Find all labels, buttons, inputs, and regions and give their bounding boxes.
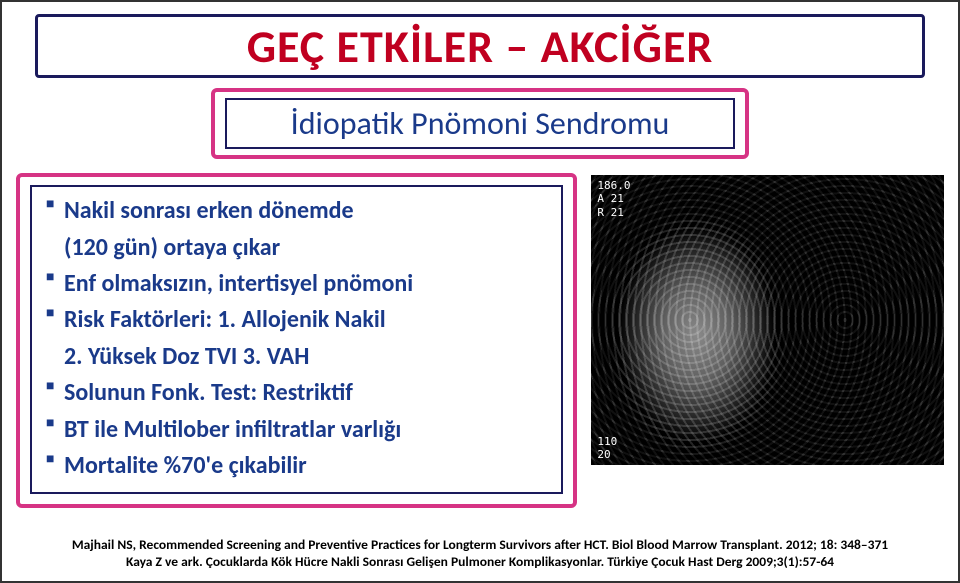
slide-title: GEÇ ETKİLER – AKCİĞER [48, 23, 913, 71]
subtitle-box: İdiopatik Pnömoni Sendromu [211, 88, 749, 159]
list-item: Enf olmaksızın, intertisyel pnömoni [46, 268, 551, 300]
ct-overlay-top-left: 186.0 A 21 R 21 [597, 179, 630, 219]
slide: GEÇ ETKİLER – AKCİĞER İdiopatik Pnömoni … [0, 0, 960, 583]
list-item: Mortalite %70'e çıkabilir [46, 450, 551, 482]
subtitle-text: İdiopatik Pnömoni Sendromu [291, 104, 670, 143]
ct-overlay-bottom-left: 110 20 [597, 435, 617, 461]
references: Majhail NS, Recommended Screening and Pr… [16, 537, 944, 571]
list-item: Nakil sonrası erken dönemde [46, 195, 551, 227]
ct-scan-graphic [591, 175, 944, 465]
list-item: Risk Faktörleri: 1. Allojenik Nakil [46, 304, 551, 336]
bullet-list: Nakil sonrası erken dönemde (120 gün) or… [46, 195, 551, 482]
list-item: Solunun Fonk. Test: Restriktif [46, 377, 551, 409]
list-item: (120 gün) ortaya çıkar [46, 232, 551, 264]
ct-scan-image: 186.0 A 21 R 21 110 20 [591, 175, 944, 465]
subtitle-inner: İdiopatik Pnömoni Sendromu [225, 98, 735, 149]
list-item: 2. Yüksek Doz TVI 3. VAH [46, 341, 551, 373]
content-row: Nakil sonrası erken dönemde (120 gün) or… [16, 173, 944, 508]
bullets-inner: Nakil sonrası erken dönemde (120 gün) or… [30, 185, 563, 494]
reference-line: Kaya Z ve ark. Çocuklarda Kök Hücre Nakl… [16, 554, 944, 571]
reference-line: Majhail NS, Recommended Screening and Pr… [16, 537, 944, 554]
title-box: GEÇ ETKİLER – AKCİĞER [35, 14, 926, 78]
bullets-box: Nakil sonrası erken dönemde (120 gün) or… [16, 173, 577, 508]
list-item: BT ile Multilober infiltratlar varlığı [46, 414, 551, 446]
